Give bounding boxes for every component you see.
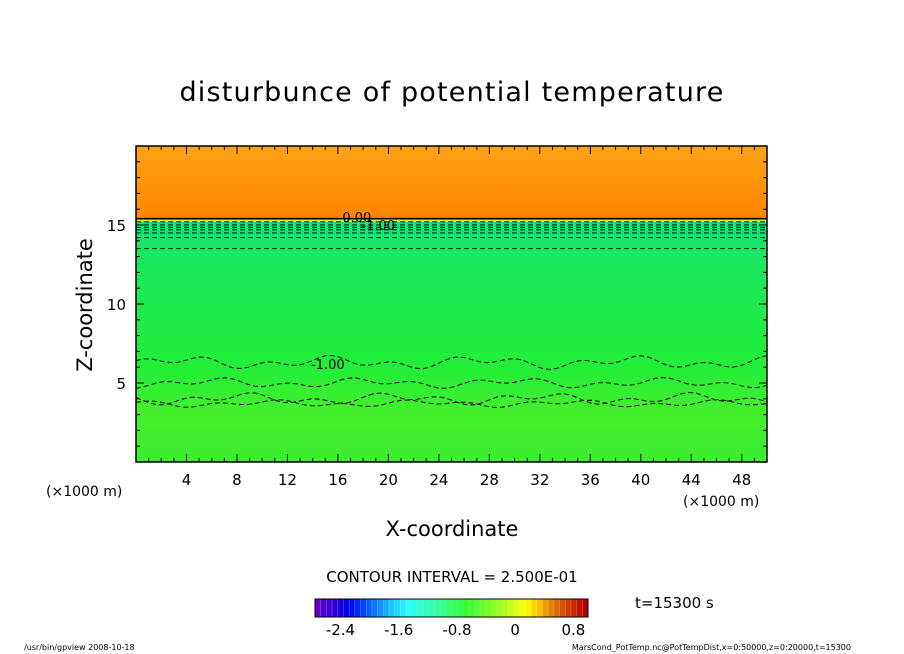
colorbar-cell bbox=[315, 599, 322, 617]
x-tick-label: 20 bbox=[379, 471, 398, 489]
colorbar-cell bbox=[332, 599, 339, 617]
colorbar-cell bbox=[553, 599, 561, 617]
colorbar-cell bbox=[536, 599, 543, 617]
x-tick-label: 4 bbox=[182, 471, 192, 489]
footer-right: MarsCond_PotTemp.nc@PotTempDist,x=0:5000… bbox=[572, 643, 851, 652]
colorbar-cell bbox=[531, 599, 538, 617]
contour-line bbox=[136, 376, 767, 389]
colorbar-cell bbox=[485, 599, 492, 617]
colorbar-cell bbox=[371, 599, 379, 617]
field-layer bbox=[136, 146, 767, 219]
colorbar-tick-label: -2.4 bbox=[326, 621, 355, 639]
x-tick-label: 36 bbox=[581, 471, 600, 489]
field-layer bbox=[136, 218, 767, 222]
colorbar-cell bbox=[434, 599, 441, 617]
footer-left: /usr/bin/gpview 2008-10-18 bbox=[24, 643, 135, 652]
colorbar-cell bbox=[349, 599, 356, 617]
colorbar-cell bbox=[360, 599, 367, 617]
colorbar-cell bbox=[366, 599, 373, 617]
x-tick-label: 16 bbox=[328, 471, 347, 489]
x-tick-label: 28 bbox=[480, 471, 499, 489]
colorbar-cell bbox=[462, 599, 470, 617]
colorbar-cell bbox=[411, 599, 418, 617]
colorbar-cell bbox=[525, 599, 532, 617]
colorbar-cell bbox=[457, 599, 464, 617]
x-tick-label: 24 bbox=[429, 471, 448, 489]
colorbar-cell bbox=[326, 599, 333, 617]
colorbar-cell bbox=[576, 599, 583, 617]
colorbar-cell bbox=[445, 599, 452, 617]
colorbar-cell bbox=[542, 599, 549, 617]
colorbar-cell bbox=[491, 599, 498, 617]
contour-line bbox=[136, 399, 767, 408]
colorbar-cell bbox=[548, 599, 555, 617]
x-tick-label: 32 bbox=[530, 471, 549, 489]
x-tick-label: 44 bbox=[682, 471, 701, 489]
colorbar-cell bbox=[451, 599, 458, 617]
colorbar-cell bbox=[502, 599, 509, 617]
colorbar-cell bbox=[337, 599, 344, 617]
contour-line bbox=[136, 354, 767, 371]
colorbar-cell bbox=[440, 599, 447, 617]
colorbar-frame bbox=[314, 598, 589, 618]
colorbar-cell bbox=[565, 599, 572, 617]
time-label: t=15300 s bbox=[635, 594, 714, 612]
colorbar-cell bbox=[582, 599, 589, 617]
colorbar-cell bbox=[479, 599, 487, 617]
x-tick-label: 8 bbox=[232, 471, 242, 489]
colorbar-cell bbox=[354, 599, 361, 617]
contour-label: 0.00 bbox=[342, 211, 371, 226]
colorbar-tick-label: -1.6 bbox=[384, 621, 413, 639]
contour-line bbox=[136, 391, 767, 406]
y-axis-label: Z-coordinate bbox=[73, 238, 97, 372]
x-axis-label: X-coordinate bbox=[386, 517, 519, 541]
colorbar-cell bbox=[343, 599, 350, 617]
colorbar-cell bbox=[377, 599, 384, 617]
colorbar-tick-label: 0.8 bbox=[562, 621, 586, 639]
colorbar-cell bbox=[394, 599, 401, 617]
colorbar-cell bbox=[514, 599, 521, 617]
colorbar-cell bbox=[570, 599, 578, 617]
x-unit-left: (×1000 m) bbox=[46, 484, 122, 500]
colorbar-cell bbox=[519, 599, 526, 617]
colorbar-cell bbox=[559, 599, 566, 617]
y-tick-label: 10 bbox=[107, 296, 126, 314]
colorbar-cell bbox=[428, 599, 435, 617]
colorbar bbox=[314, 599, 589, 617]
y-tick-label: 15 bbox=[107, 217, 126, 235]
contour-label: -1.00 bbox=[361, 219, 395, 234]
colorbar-tick-label: -0.8 bbox=[442, 621, 471, 639]
x-tick-label: 12 bbox=[278, 471, 297, 489]
x-tick-label: 40 bbox=[631, 471, 650, 489]
contour-label: -1.00 bbox=[311, 358, 345, 373]
colorbar-cell bbox=[400, 599, 407, 617]
x-unit-right: (×1000 m) bbox=[683, 494, 759, 510]
colorbar-cell bbox=[423, 599, 430, 617]
colorbar-cell bbox=[383, 599, 390, 617]
colorbar-tick-label: 0 bbox=[510, 621, 520, 639]
field-layer bbox=[136, 221, 767, 462]
y-tick-label: 5 bbox=[116, 375, 126, 393]
colorbar-cell bbox=[417, 599, 424, 617]
plot-area bbox=[136, 146, 767, 462]
colorbar-cell bbox=[468, 599, 475, 617]
colorbar-cell bbox=[388, 599, 396, 617]
chart-title: disturbunce of potential temperature bbox=[179, 77, 724, 108]
colorbar-cell bbox=[497, 599, 504, 617]
x-tick-label: 48 bbox=[732, 471, 751, 489]
colorbar-cell bbox=[508, 599, 515, 617]
colorbar-cell bbox=[320, 599, 327, 617]
colorbar-cell bbox=[406, 599, 413, 617]
colorbar-cell bbox=[474, 599, 481, 617]
contour-interval: CONTOUR INTERVAL = 2.500E-01 bbox=[326, 568, 577, 586]
